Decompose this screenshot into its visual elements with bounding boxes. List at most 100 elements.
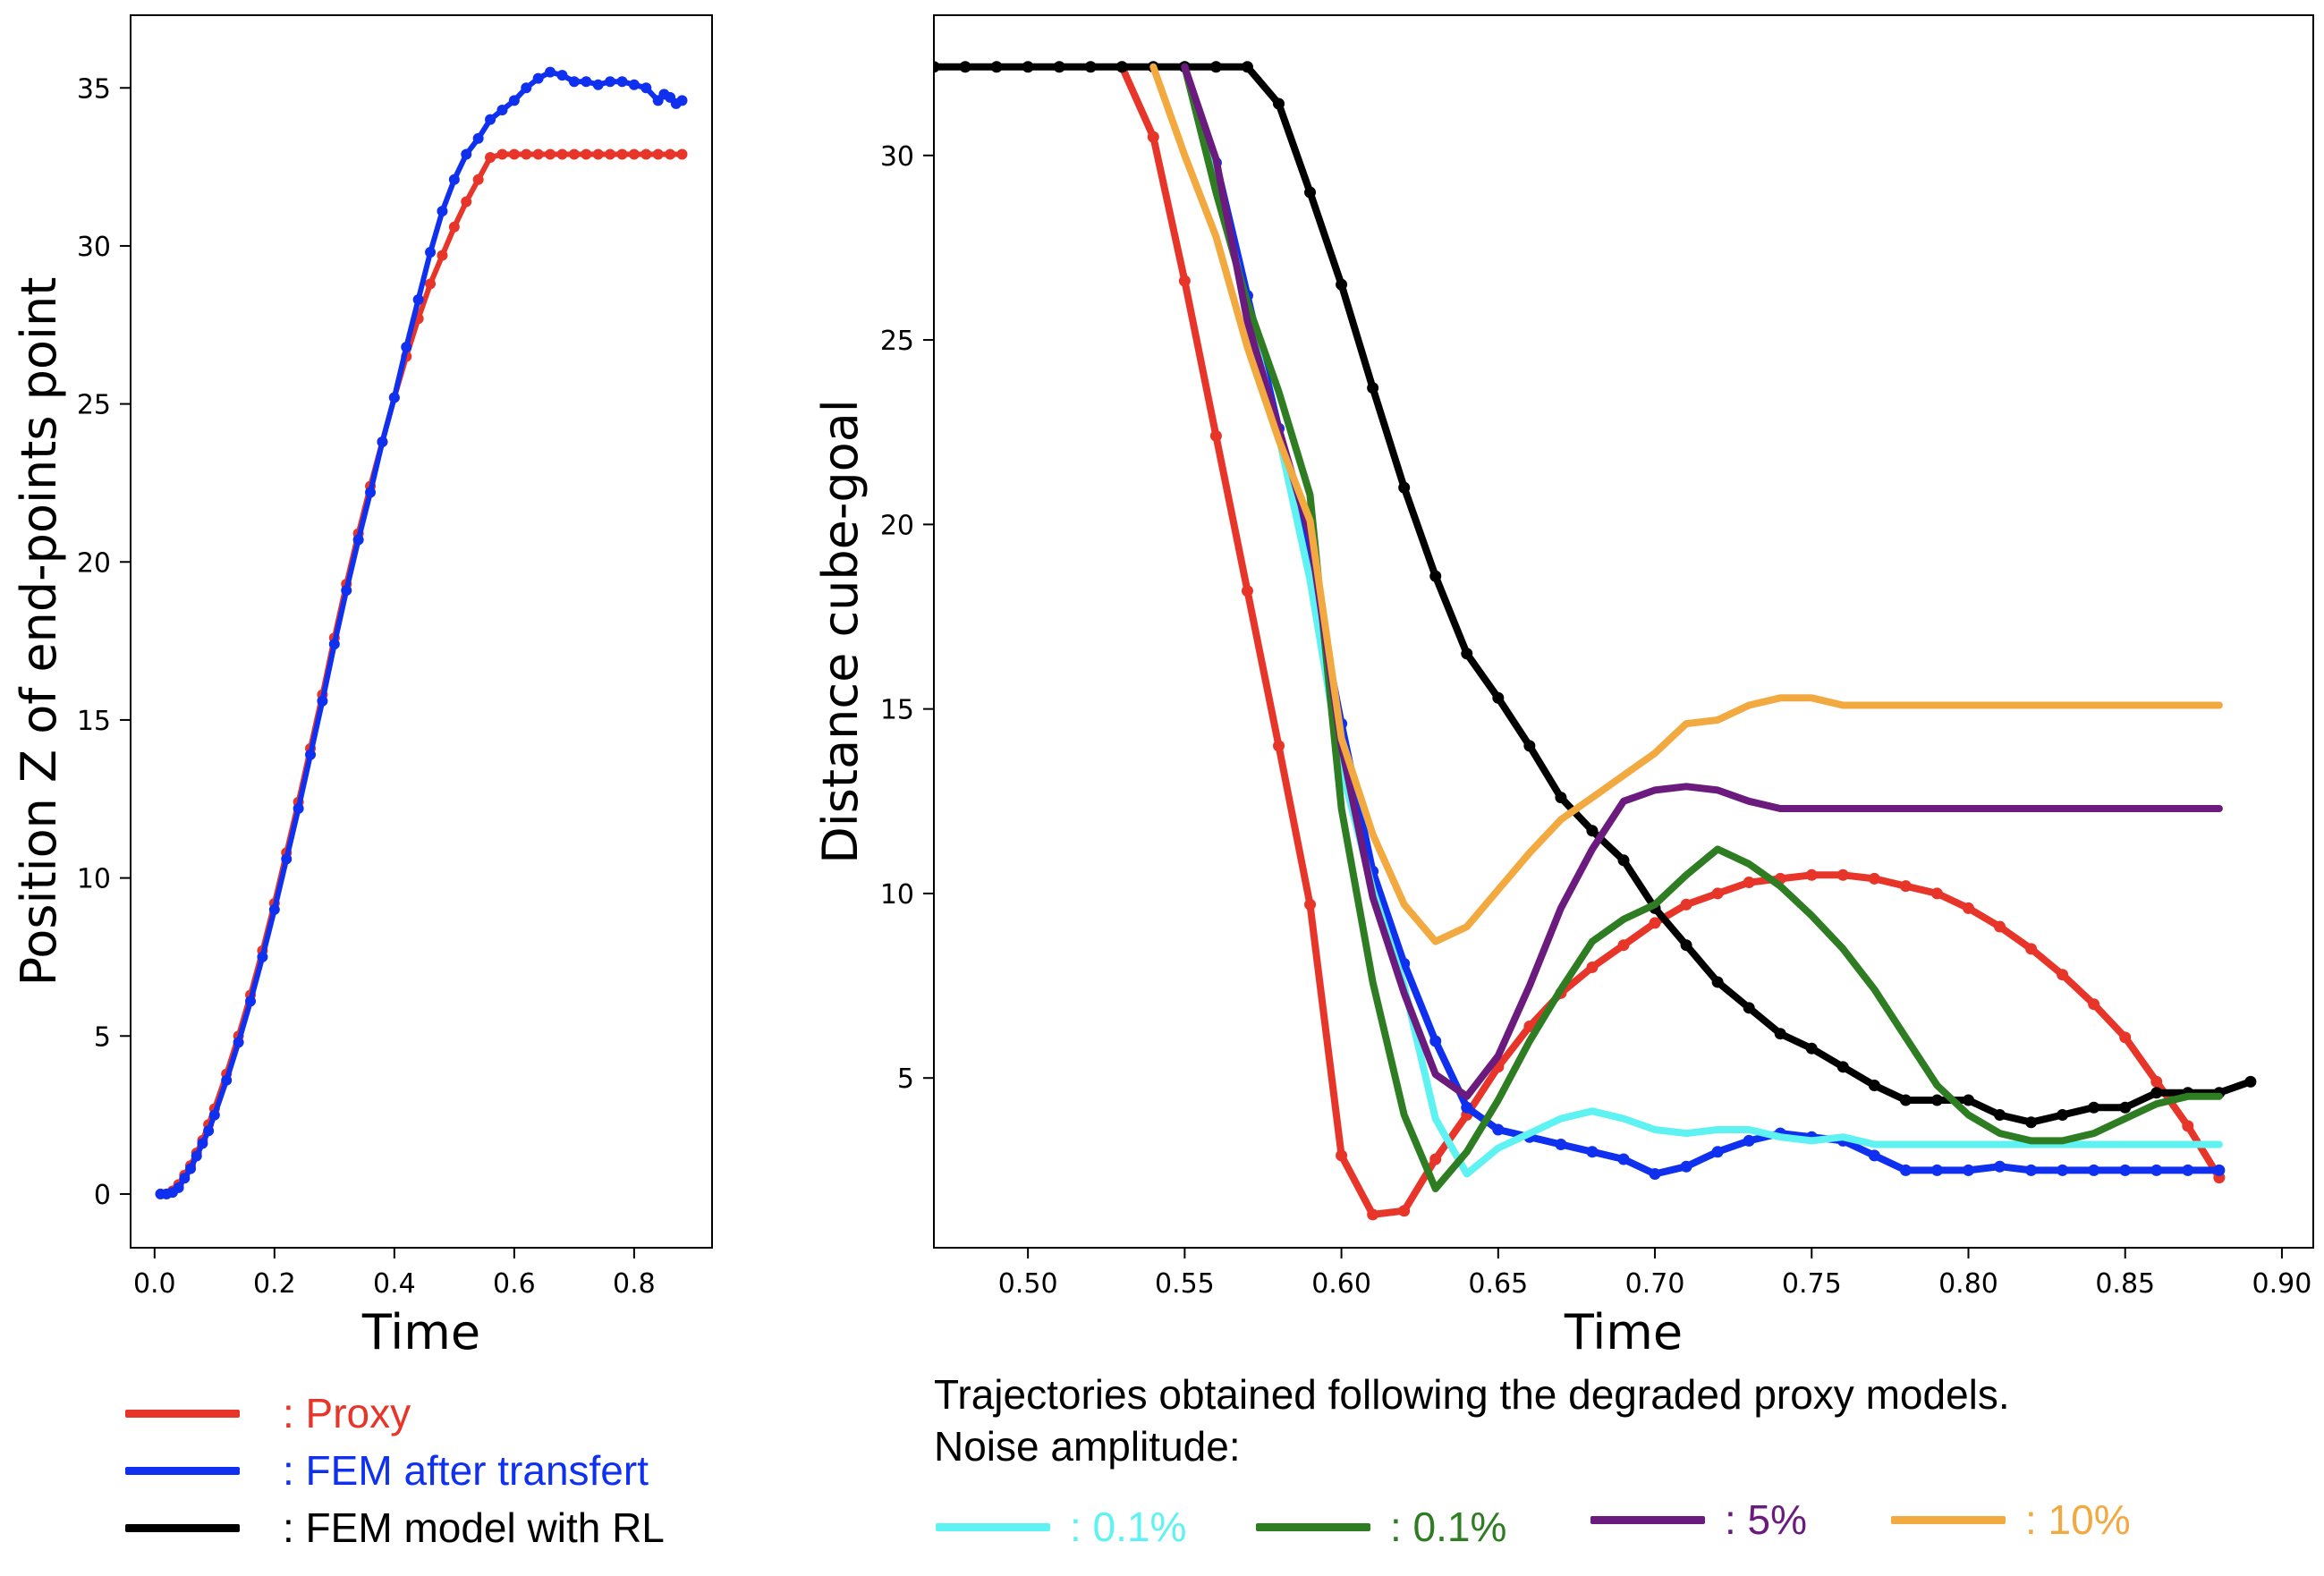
data-point-fem-model-with-rl [1273, 97, 1285, 110]
x-tick-label: 0.85 [2095, 1268, 2155, 1300]
data-point-fem-model-with-rl [1336, 278, 1348, 291]
data-point-proxy [2088, 998, 2100, 1011]
y-tick-label: 15 [77, 706, 111, 737]
data-point-fem-model-with-rl [1429, 570, 1442, 582]
y-tick-label: 5 [94, 1021, 111, 1053]
data-point-fem-after-transfert [1680, 1160, 1692, 1173]
plot-frame [130, 14, 713, 1249]
data-point-fem-after-transfert [1930, 1164, 1943, 1176]
data-point-fem-after-transfert [377, 436, 388, 447]
data-point-proxy [508, 148, 520, 160]
data-point-proxy [1336, 1149, 1348, 1162]
data-point-fem-after-transfert [208, 1109, 220, 1121]
data-point-fem-model-with-rl [990, 61, 1003, 73]
y-tick-label: 20 [77, 547, 111, 579]
data-point-proxy [616, 148, 628, 160]
data-point-fem-after-transfert [365, 487, 377, 498]
x-tick-label: 0.60 [1311, 1268, 1371, 1300]
data-point-fem-after-transfert [341, 585, 352, 597]
data-point-fem-model-with-rl [934, 61, 940, 73]
data-point-fem-model-with-rl [1586, 825, 1599, 837]
data-point-proxy [2182, 1120, 2194, 1132]
data-point-proxy [425, 278, 437, 290]
data-point-proxy [1680, 898, 1692, 911]
y-tick-label: 25 [77, 390, 111, 421]
data-point-proxy [1711, 887, 1724, 900]
data-point-fem-model-with-rl [1241, 61, 1253, 73]
data-point-proxy [1743, 877, 1755, 889]
data-point-fem-after-transfert [2150, 1164, 2163, 1176]
x-tick-label: 0.65 [1468, 1268, 1528, 1300]
data-point-proxy [545, 148, 556, 160]
x-tick-label: 0.70 [1625, 1268, 1685, 1300]
data-point-fem-model-with-rl [1774, 1028, 1786, 1040]
data-point-proxy [1868, 872, 1880, 885]
data-point-proxy [2025, 943, 2038, 955]
x-tick-label: 0.8 [613, 1268, 656, 1300]
data-point-fem-model-with-rl [1994, 1108, 2006, 1121]
data-point-proxy [1523, 1020, 1536, 1032]
data-point-proxy [1963, 902, 1974, 914]
data-point-proxy [1649, 917, 1661, 929]
data-point-fem-model-with-rl [1963, 1094, 1974, 1106]
data-point-fem-model-with-rl [1115, 61, 1128, 73]
x-tick-label: 0.4 [373, 1268, 416, 1300]
data-point-proxy [1805, 868, 1818, 881]
data-point-proxy [1586, 961, 1599, 973]
data-point-fem-after-transfert [245, 996, 257, 1007]
data-point-proxy [521, 148, 532, 160]
data-point-fem-after-transfert [2025, 1164, 2038, 1176]
series-line-10-6 [1149, 63, 2223, 945]
data-point-fem-model-with-rl [1523, 740, 1536, 752]
data-point-fem-model-with-rl [2057, 1108, 2069, 1121]
data-point-proxy [448, 221, 460, 233]
data-point-fem-after-transfert [281, 853, 293, 865]
x-tick-label: 0.80 [1938, 1268, 1998, 1300]
data-point-proxy [1899, 880, 1912, 893]
data-point-proxy [496, 148, 508, 160]
y-tick-label: 0 [94, 1180, 111, 1211]
series-line-proxy-0 [1118, 63, 2223, 1218]
data-point-fem-after-transfert [545, 66, 556, 78]
data-point-proxy [532, 148, 544, 160]
data-point-fem-after-transfert [437, 206, 448, 217]
data-point-fem-model-with-rl [1743, 1002, 1755, 1014]
data-point-fem-after-transfert [425, 247, 437, 258]
left-chart-position-z: 0.0 0.2 0.4 0.6 0.8 0 5 10 15 20 25 30 35 Time Positio… [11, 14, 713, 1360]
x-tick-label: 0.0 [133, 1268, 176, 1300]
data-point-fem-after-transfert [305, 749, 317, 760]
data-point-fem-after-transfert [2119, 1164, 2132, 1176]
data-point-fem-model-with-rl [2150, 1087, 2163, 1099]
data-point-fem-after-transfert [485, 114, 496, 125]
data-point-proxy [605, 148, 616, 160]
data-point-proxy [1429, 1153, 1442, 1165]
data-point-fem-after-transfert [2182, 1164, 2194, 1176]
data-point-proxy [461, 196, 472, 208]
data-point-fem-model-with-rl [2244, 1075, 2257, 1088]
data-point-fem-model-with-rl [2119, 1101, 2132, 1114]
x-tick-label: 0.6 [493, 1268, 536, 1300]
series-line-0-1-4 [1181, 63, 2223, 1192]
y-tick-label: 10 [880, 879, 914, 911]
x-tick-label: 0.90 [2252, 1268, 2312, 1300]
data-point-fem-after-transfert [1743, 1134, 1755, 1147]
data-point-fem-after-transfert [1711, 1146, 1724, 1158]
data-point-fem-model-with-rl [1899, 1094, 1912, 1106]
y-axis-label: Distance cube-goal [812, 399, 869, 864]
data-point-fem-after-transfert [412, 294, 424, 305]
data-point-fem-model-with-rl [1304, 186, 1317, 199]
data-point-fem-model-with-rl [1461, 648, 1473, 660]
x-tick-label: 0.2 [253, 1268, 296, 1300]
data-point-proxy [1836, 868, 1849, 881]
data-point-fem-model-with-rl [1209, 61, 1222, 73]
data-point-proxy [1994, 920, 2006, 933]
data-point-proxy [652, 148, 664, 160]
data-point-fem-after-transfert [268, 903, 280, 915]
data-point-fem-after-transfert [1586, 1146, 1599, 1158]
data-point-proxy [556, 148, 568, 160]
data-point-fem-model-with-rl [1367, 382, 1379, 394]
data-point-fem-model-with-rl [1084, 61, 1097, 73]
data-point-fem-after-transfert [592, 79, 604, 90]
data-point-fem-after-transfert [1649, 1167, 1661, 1180]
